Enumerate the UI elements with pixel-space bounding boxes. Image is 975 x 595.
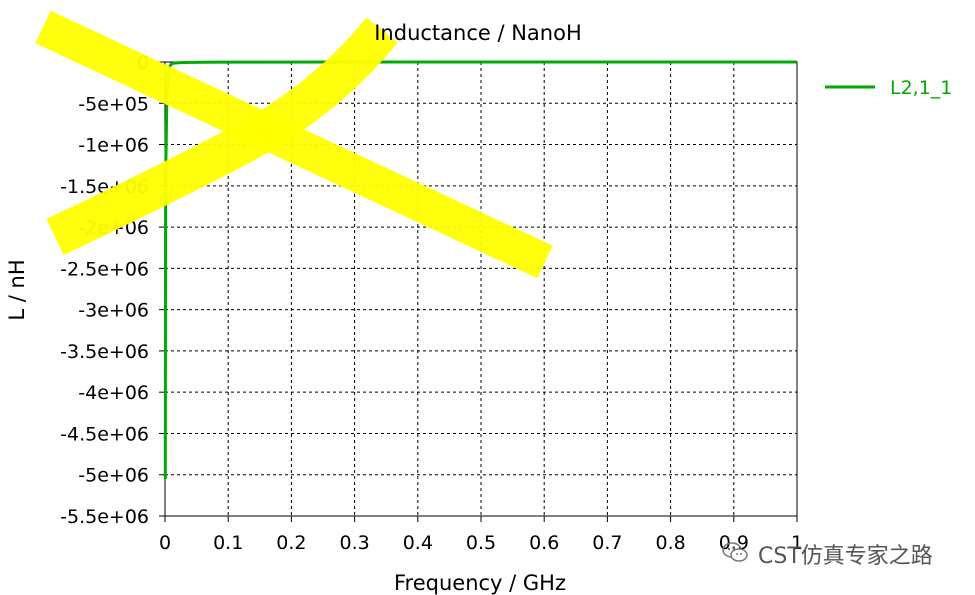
x-axis-label: Frequency / GHz: [394, 571, 566, 595]
y-axis-ticks: 0-5e+05-1e+06-1.5e+06-2e+06-2.5e+06-3e+0…: [60, 52, 165, 528]
y-tick-label: -5.5e+06: [60, 506, 149, 528]
series-line: [163, 60, 797, 479]
y-tick-label: -5e+05: [78, 93, 149, 115]
x-tick-label: 0.3: [339, 532, 369, 554]
legend-label: L2,1_1: [890, 77, 952, 99]
y-tick-label: -2.5e+06: [60, 258, 149, 280]
x-tick-label: 0.1: [213, 532, 243, 554]
x-axis-ticks: 0 0.1 0.2 0.3 0.4 0.5 0.6 0.7 0.8 0.9 1: [159, 516, 803, 554]
legend: L2,1_1: [825, 77, 952, 99]
x-tick-label: 0.2: [276, 532, 306, 554]
y-tick-label: -4.5e+06: [60, 423, 149, 445]
y-tick-label: -4e+06: [78, 382, 149, 404]
wechat-icon: [722, 542, 748, 562]
highlight-stroke-1: [35, 10, 553, 279]
highlight-stroke-2: [46, 17, 398, 256]
grid: [165, 62, 797, 516]
y-tick-label: -3.5e+06: [60, 341, 149, 363]
x-tick-label: 0.4: [403, 532, 433, 554]
watermark-text: CST仿真专家之路: [758, 544, 933, 569]
x-tick-label: 0.6: [529, 532, 559, 554]
x-tick-label: 0.7: [592, 532, 622, 554]
series-layer: [163, 60, 797, 479]
y-tick-label: -1e+06: [78, 135, 149, 157]
x-tick-label: 0.5: [466, 532, 496, 554]
y-tick-label: -5e+06: [78, 465, 149, 487]
x-tick-label: 0.8: [655, 532, 685, 554]
y-tick-label: -3e+06: [78, 300, 149, 322]
y-axis-label: L / nH: [5, 259, 29, 320]
chart-title: Inductance / NanoH: [374, 21, 582, 45]
highlight-x-mark: [35, 10, 553, 279]
x-tick-label: 1: [791, 532, 803, 554]
x-tick-label: 0: [159, 532, 171, 554]
